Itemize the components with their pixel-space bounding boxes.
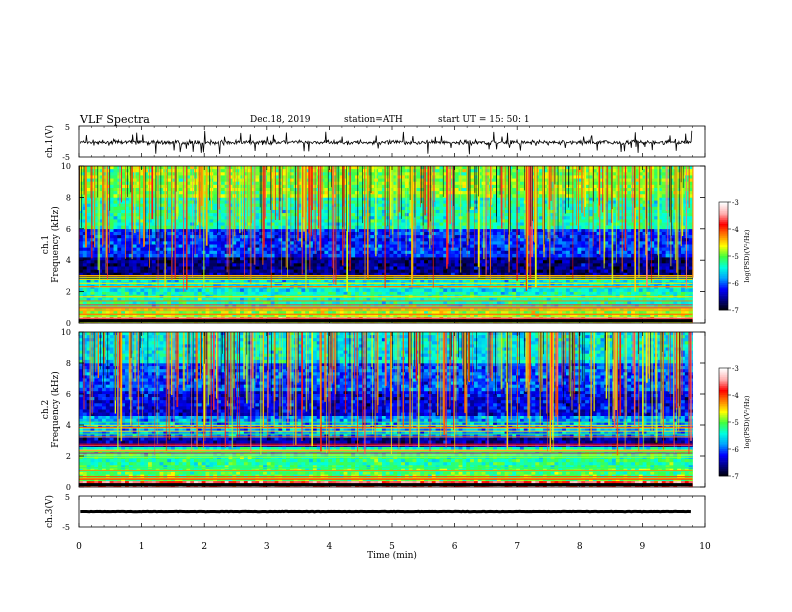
spectrogram-ch2-colorbar-tick-0: -3 [732,365,739,373]
waveform-ch1-ylabel: ch.1(V) [44,125,55,158]
waveform-ch3-ylabel: ch.3(V) [44,495,55,528]
station-label: station=ATH [344,115,403,125]
spectrogram-ch1-colorbar-tick-4: -7 [732,307,739,315]
spectrogram-ch1-channel-label: ch.1 [41,235,51,254]
waveform-ch1-ytick-5: 5 [65,123,70,132]
time-axis-tick-7: 7 [514,542,520,552]
start-time-label: start UT = 15: 50: 1 [438,115,530,125]
spectrogram-ch2-ytick-2: 2 [66,452,71,461]
waveform-ch3-ytick-neg5: -5 [62,523,70,532]
time-axis-tick-1: 1 [139,542,145,552]
spectrogram-ch1-ytick-8: 8 [66,193,71,202]
spectrogram-ch2-colorbar-tick-4: -7 [732,473,739,481]
spectrogram-ch1-ytick-2: 2 [66,288,71,297]
spectrogram-ch1-ytick-0: 0 [66,319,71,328]
date-label: Dec.18, 2019 [250,115,311,125]
waveform-ch3-trace [80,509,691,514]
time-axis-tick-9: 9 [640,542,646,552]
spectrogram-ch2-colorbar-tick-2: -5 [732,419,739,427]
spectrogram-ch1-colorbar [719,202,728,311]
waveform-ch1-trace [79,130,693,155]
spectrogram-ch2-colorbar-tick-1: -4 [732,392,739,400]
spectrogram-ch1-ytick-6: 6 [66,225,71,234]
spectrogram-ch2-ytick-10: 10 [61,328,71,337]
time-axis-tick-3: 3 [264,542,270,552]
spectrogram-ch2-channel-label: ch.2 [41,400,51,419]
spectrogram-ch1-ytick-4: 4 [66,256,71,265]
waveform-ch3-ytick-5: 5 [65,493,70,502]
spectrogram-ch2-image [79,332,693,488]
spectrogram-ch1-colorbar-tick-0: -3 [732,199,739,207]
spectrogram-ch2-colorbar-label: log(PSD)(V²/Hz) [743,395,751,448]
spectrogram-ch2-ytick-8: 8 [66,359,71,368]
spectrogram-ch2-ytick-4: 4 [66,421,71,430]
time-axis-tick-0: 0 [76,542,82,552]
time-axis-label: Time (min) [367,550,417,561]
time-axis-tick-6: 6 [452,542,458,552]
spectrogram-ch1-ytick-10: 10 [61,162,71,171]
spectrogram-ch2-colorbar [719,368,728,477]
spectrogram-ch1-colorbar-label: log(PSD)(V²/Hz) [743,229,751,282]
time-axis-tick-4: 4 [327,542,333,552]
time-axis-tick-2: 2 [201,542,207,552]
spectrogram-ch2-ytick-6: 6 [66,390,71,399]
spectrogram-ch1-colorbar-tick-1: -4 [732,226,739,234]
spectrogram-ch2-colorbar-tick-3: -6 [732,446,739,454]
waveform-ch1-ytick-neg5: -5 [62,153,70,162]
spectrogram-ch1-ylabel: Frequency (kHz) [50,206,61,283]
spectrogram-ch2-ytick-0: 0 [66,483,71,492]
spectrogram-ch1-image [79,166,694,324]
spectrogram-ch2-ylabel: Frequency (kHz) [50,371,61,448]
figure-title: VLF Spectra [80,113,150,126]
spectrogram-ch1-colorbar-tick-2: -5 [732,253,739,261]
time-axis-tick-10: 10 [699,542,711,552]
spectrogram-ch1-colorbar-tick-3: -6 [732,280,739,288]
time-axis-tick-5: 5 [389,542,395,552]
time-axis-tick-8: 8 [577,542,583,552]
